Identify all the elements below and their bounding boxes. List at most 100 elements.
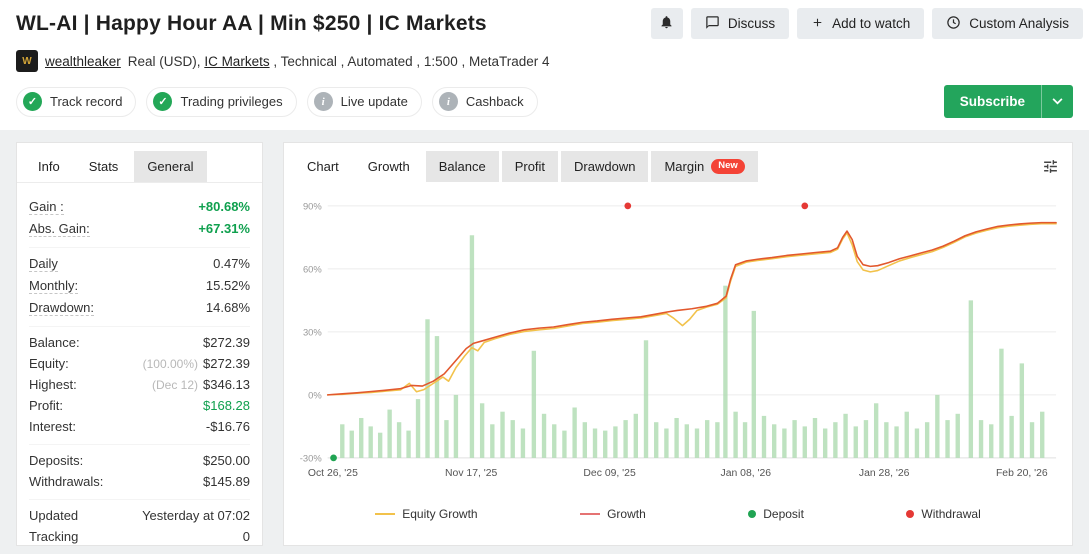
tab-label: General [147,159,194,174]
tab-margin[interactable]: Margin New [651,151,758,182]
stat-row-profit: Profit: $168.28 [29,395,250,416]
stat-row-drawdown: Drawdown: 14.68% [29,297,250,319]
broker-link[interactable]: IC Markets [204,53,270,69]
stat-value: (100.00%) $272.39 [142,356,250,371]
tab-label: Margin [664,159,705,174]
badge-cashback[interactable]: i Cashback [431,86,538,117]
stat-label: Highest: [29,377,77,392]
clock-icon [946,15,961,33]
stat-value: 0 [242,529,250,544]
notifications-button[interactable] [650,8,683,39]
legend-item-withdrawal[interactable]: Withdrawal [906,506,981,521]
legend-item-deposit[interactable]: Deposit [748,507,804,521]
stat-label[interactable]: Abs. Gain: [29,221,90,237]
bell-icon [659,14,674,33]
stats-tabs: Info Stats General [17,143,262,183]
check-icon: ✓ [23,92,42,111]
new-badge: New [711,159,745,174]
title-row: WL-AI | Happy Hour AA | Min $250 | IC Ma… [16,8,1083,39]
legend-line-swatch [375,512,396,515]
tab-general[interactable]: General [134,151,207,182]
legend-dot-swatch [748,509,757,518]
stat-label[interactable]: Monthly: [29,278,79,294]
tab-label: Profit [514,159,546,174]
stat-value: 0.47% [213,256,250,271]
account-pre: Real (USD), [127,53,205,69]
legend-label: Deposit [763,506,804,521]
stat-value: $168.28 [203,398,250,413]
svg-text:Feb 20, '26: Feb 20, '26 [996,468,1048,479]
stat-label: Interest: [29,419,76,434]
stat-label: Equity: [29,356,69,371]
stat-row-equity: Equity: (100.00%) $272.39 [29,353,250,374]
stat-row-daily: Daily 0.47% [29,253,250,275]
chart-settings-icon[interactable] [1041,158,1060,175]
tab-label: Stats [88,159,119,174]
stat-label: Profit: [29,398,63,413]
tab-drawdown[interactable]: Drawdown [561,151,649,182]
stat-value: 15.52% [205,278,250,293]
page-title: WL-AI | Happy Hour AA | Min $250 | IC Ma… [16,11,487,35]
chart-tabs-row: Chart Growth Balance Profit Drawdown Margin Ne… [284,143,1072,188]
stat-label: Updated [29,508,79,523]
tab-stats[interactable]: Stats [76,151,132,182]
stat-label[interactable]: Drawdown: [29,300,95,316]
badge-track-record[interactable]: ✓ Track record [16,86,137,117]
subscribe-label: Subscribe [959,94,1025,109]
stat-value: Yesterday at 07:02 [142,508,250,523]
stat-value-note: (Dec 12) [151,378,198,392]
stat-label[interactable]: Gain : [29,199,64,215]
badge-live-update[interactable]: i Live update [306,86,422,117]
user-link[interactable]: wealthleaker [45,53,121,69]
tab-label: Info [38,159,60,174]
custom-analysis-button[interactable]: Custom Analysis [932,8,1083,39]
growth-chart[interactable]: 90% 60% 30% 0% -30% Oct 26, '25 Nov 17, '25 Dec… [292,188,1064,498]
header: WL-AI | Happy Hour AA | Min $250 | IC Ma… [0,0,1089,130]
badges-row: ✓ Track record ✓ Trading privileges i Live up… [16,85,1083,118]
legend-line-swatch [580,512,601,515]
tab-chart[interactable]: Chart [294,151,352,182]
stat-row-gain: Gain : +80.68% [29,196,250,218]
tab-growth[interactable]: Growth [355,151,423,182]
svg-text:90%: 90% [303,200,322,211]
tab-balance[interactable]: Balance [425,151,499,182]
legend-item-growth[interactable]: Growth [580,507,646,521]
svg-text:Oct 26, '25: Oct 26, '25 [308,468,358,479]
plus-icon [811,16,824,32]
svg-text:Dec 09, '25: Dec 09, '25 [583,468,636,479]
stat-row-highest: Highest: (Dec 12) $346.13 [29,374,250,395]
svg-text:30%: 30% [303,326,322,337]
badge-label: Cashback [465,94,524,109]
tab-profit[interactable]: Profit [501,151,559,182]
stat-label: Balance: [29,335,80,350]
stat-value: -$16.76 [205,419,250,434]
stat-group: Deposits: $250.00 Withdrawals: $145.89 [29,444,250,499]
stat-row-abs-gain: Abs. Gain: +67.31% [29,218,250,240]
svg-text:Nov 17, '25: Nov 17, '25 [445,468,498,479]
legend-label: Growth [607,506,646,521]
stat-label: Deposits: [29,453,84,468]
account-post: , Technical , Automated , 1:500 , MetaTr… [269,53,550,69]
header-actions: Discuss Add to watch Custom Analysis [650,8,1083,39]
info-icon: i [313,92,333,111]
chart-legend: Equity Growth Growth Deposit Withdrawal [284,503,1072,529]
tab-label: Chart [307,159,339,174]
legend-label: Withdrawal [921,506,981,521]
stat-label: Withdrawals: [29,474,104,489]
subscribe-button[interactable]: Subscribe [943,85,1073,118]
check-icon: ✓ [153,92,173,111]
stat-row-balance: Balance: $272.39 [29,332,250,353]
badge-trading-privileges[interactable]: ✓ Trading privileges [146,86,297,117]
stat-label[interactable]: Daily [29,256,58,272]
stat-value: $145.89 [203,474,250,489]
legend-item-equity-growth[interactable]: Equity Growth [375,507,478,521]
discuss-button[interactable]: Discuss [690,8,790,39]
add-to-watch-button[interactable]: Add to watch [797,8,925,39]
chart-tabs: Chart Growth Balance Profit Drawdown Margin Ne… [294,151,758,182]
chevron-down-icon[interactable] [1041,85,1073,118]
svg-text:60%: 60% [303,263,322,274]
stats-body: Gain : +80.68% Abs. Gain: +67.31% Daily 0.47%… [17,183,262,545]
stat-row-deposits: Deposits: $250.00 [29,450,250,471]
tab-info[interactable]: Info [25,151,73,182]
tab-label: Drawdown [574,159,636,174]
